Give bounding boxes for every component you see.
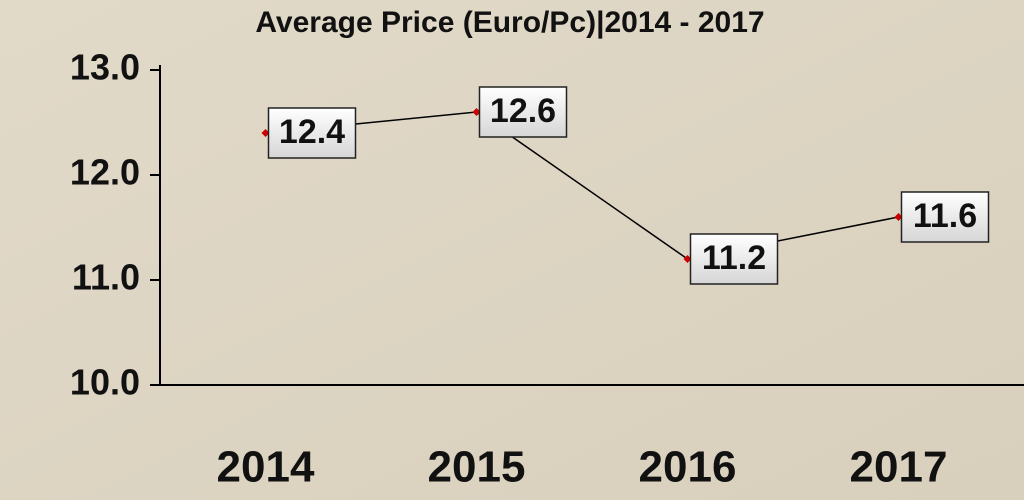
marker bbox=[683, 255, 692, 263]
line bbox=[265, 111, 899, 260]
chart-title: Average Price (Euro/Pc)|2014 - 2017 bbox=[255, 6, 764, 39]
data-label: 11.2 bbox=[702, 239, 766, 277]
marker bbox=[894, 213, 903, 221]
label-box bbox=[267, 107, 357, 159]
label-box bbox=[900, 191, 990, 243]
data-label: 12.4 bbox=[279, 113, 345, 151]
y-tick-label: 10.0 bbox=[70, 362, 140, 403]
x-tick-label: 2014 bbox=[217, 443, 315, 492]
label-box bbox=[689, 233, 779, 285]
y-tick-label: 13.0 bbox=[70, 47, 140, 88]
data-label: 11.6 bbox=[913, 197, 977, 235]
marker bbox=[261, 129, 270, 137]
x-tick-label: 2017 bbox=[850, 443, 948, 492]
label-box bbox=[478, 86, 568, 138]
y-tick-label: 11.0 bbox=[72, 257, 140, 298]
x-tick-label: 2016 bbox=[639, 443, 737, 492]
data-label: 12.6 bbox=[490, 92, 556, 130]
marker bbox=[472, 108, 481, 116]
y-tick-label: 12.0 bbox=[70, 152, 140, 193]
x-tick-label: 2015 bbox=[428, 443, 526, 492]
